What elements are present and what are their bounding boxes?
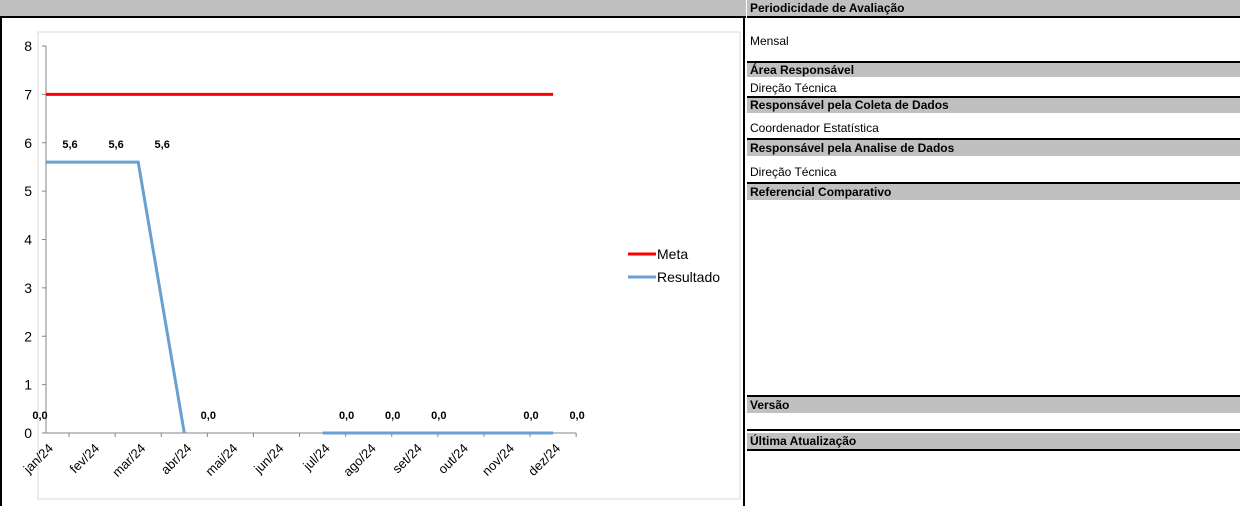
plot-frame <box>37 31 741 500</box>
x-tick-label: jul/24 <box>299 441 332 474</box>
periodicidade-value: Mensal <box>750 34 789 48</box>
y-tick-label: 6 <box>24 135 32 151</box>
data-label: 0,0 <box>339 410 354 422</box>
x-tick-label: jun/24 <box>250 441 286 477</box>
area-label: Área Responsável <box>747 61 1240 77</box>
data-label: 5,6 <box>62 139 77 151</box>
versao-label: Versão <box>747 395 1240 413</box>
data-label: 0,0 <box>523 410 538 422</box>
resultado-legend-label: Resultado <box>657 269 720 285</box>
y-tick-label: 7 <box>24 86 32 102</box>
y-tick-label: 3 <box>24 280 32 296</box>
data-label: 0,0 <box>32 410 47 422</box>
data-label: 0,0 <box>385 410 400 422</box>
y-tick-label: 2 <box>24 328 32 344</box>
periodicidade-label: Periodicidade de Avaliação <box>747 0 1240 18</box>
top-header-bar <box>0 0 746 18</box>
x-tick-label: dez/24 <box>525 441 563 479</box>
coleta-label: Responsável pela Coleta de Dados <box>747 96 1240 113</box>
resultado-series-line <box>46 160 186 434</box>
data-label: 0,0 <box>431 410 446 422</box>
x-tick-label: set/24 <box>389 441 425 477</box>
y-tick-label: 0 <box>24 425 32 441</box>
info-panel: Periodicidade de Avaliação Mensal Área R… <box>747 0 1240 506</box>
x-tick-label: ago/24 <box>340 441 379 480</box>
data-label: 0,0 <box>569 410 584 422</box>
coleta-value: Coordenador Estatística <box>750 121 879 135</box>
x-tick-label: out/24 <box>435 441 471 477</box>
data-label: 5,6 <box>155 139 170 151</box>
data-label: 0,0 <box>201 410 216 422</box>
y-tick-label: 1 <box>24 377 32 393</box>
y-tick-label: 8 <box>24 38 32 54</box>
referencial-label: Referencial Comparativo <box>747 182 1240 200</box>
y-tick-label: 4 <box>24 232 32 248</box>
x-tick-label: mai/24 <box>202 441 240 479</box>
x-tick-label: fev/24 <box>67 441 103 477</box>
x-tick-label: nov/24 <box>479 441 517 479</box>
analise-value: Direção Técnica <box>750 165 837 179</box>
x-tick-label: abr/24 <box>158 441 195 478</box>
x-tick-label: mar/24 <box>109 441 148 480</box>
y-tick-label: 5 <box>24 183 32 199</box>
atualizacao-label: Última Atualização <box>747 433 1240 451</box>
meta-legend-label: Meta <box>657 246 688 262</box>
area-value: Direção Técnica <box>750 81 837 95</box>
analise-label: Responsável pela Analise de Dados <box>747 138 1240 156</box>
versao-value-cell <box>747 413 1240 431</box>
data-label: 5,6 <box>108 139 123 151</box>
